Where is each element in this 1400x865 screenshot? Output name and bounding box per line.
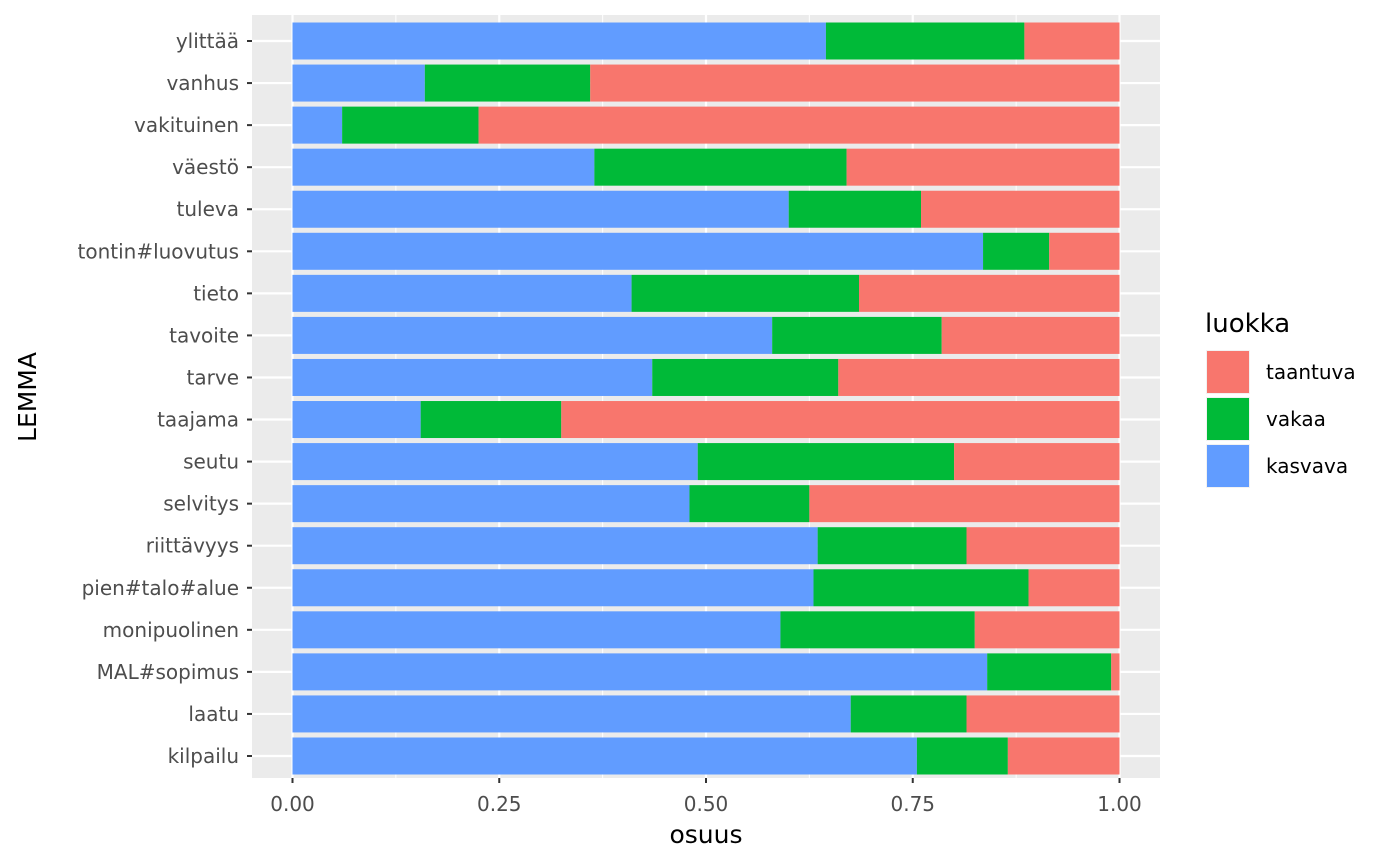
bar-kasvava [292,695,851,733]
bar-vakaa [689,485,810,523]
y-tick-label: selvitys [163,492,239,516]
bar-vakaa [342,106,479,144]
y-tick-label: vanhus [166,71,239,95]
bar-taantuva [966,695,1120,733]
bar-vakaa [631,274,859,312]
bar-vakaa [825,22,1025,60]
legend-swatch-kasvava [1207,445,1249,487]
x-axis: 0.00 0.25 0.50 0.75 1.00 [270,778,1142,816]
bars [292,22,1120,775]
bar-kasvava [292,274,632,312]
bar-taantuva [941,316,1120,354]
legend-label: taantuva [1266,360,1356,384]
bar-vakaa [788,190,922,228]
y-tick-label: vakituinen [134,113,239,137]
legend-swatch-taantuva [1207,351,1249,393]
bar-vakaa [817,527,967,565]
legend-swatch-vakaa [1207,398,1249,440]
bar-taantuva [809,485,1120,523]
bar-kasvava [292,653,988,691]
bar-vakaa [916,737,1008,775]
x-tick-label: 0.00 [270,792,315,816]
y-tick-label: tavoite [169,323,239,347]
x-axis-title: osuus [669,820,742,849]
y-tick-label: taajama [157,408,239,432]
legend-label: vakaa [1266,407,1326,431]
y-axis-title: LEMMA [13,352,42,442]
y-tick-label: MAL#sopimus [97,660,239,684]
y-tick-label: kilpailu [168,744,239,768]
bar-kasvava [292,358,653,396]
bar-taantuva [1024,22,1120,60]
bar-vakaa [772,316,942,354]
y-tick-label: tuleva [177,197,239,221]
y-tick-label: seutu [183,450,239,474]
bar-vakaa [420,401,562,439]
bar-taantuva [921,190,1120,228]
bar-kasvava [292,190,789,228]
bar-kasvava [292,527,818,565]
y-tick-label: väestö [172,155,239,179]
bar-taantuva [478,106,1120,144]
bar-vakaa [987,653,1112,691]
bar-taantuva [966,527,1120,565]
bar-vakaa [594,148,847,186]
bar-taantuva [561,401,1120,439]
bar-taantuva [858,274,1120,312]
bar-vakaa [424,64,591,102]
bar-kasvava [292,232,984,270]
bar-kasvava [292,611,781,649]
bar-kasvava [292,316,773,354]
bar-taantuva [1049,232,1120,270]
bar-taantuva [846,148,1120,186]
bar-kasvava [292,401,421,439]
y-tick-label: tieto [193,281,239,305]
bar-vakaa [780,611,975,649]
y-tick-label: monipuolinen [103,618,239,642]
y-tick-label: tarve [187,365,239,389]
legend-title: luokka [1205,309,1290,339]
x-tick-label: 0.75 [890,792,935,816]
bar-kasvava [292,148,595,186]
bar-taantuva [1007,737,1120,775]
y-tick-label: ylittää [176,29,239,53]
bar-vakaa [813,569,1029,607]
y-tick-label: riittävyys [146,534,239,558]
x-tick-label: 0.50 [684,792,729,816]
x-tick-label: 1.00 [1097,792,1142,816]
bar-taantuva [590,64,1120,102]
bar-vakaa [697,443,955,481]
bar-taantuva [838,358,1120,396]
legend-label: kasvava [1266,454,1348,478]
bar-kasvava [292,737,917,775]
bar-taantuva [974,611,1120,649]
bar-vakaa [983,232,1050,270]
y-axis: ylittää vanhus vakituinen väestö tuleva tonti… [77,29,252,768]
bar-taantuva [954,443,1120,481]
x-tick-label: 0.25 [477,792,522,816]
y-tick-label: tontin#luovutus [77,239,239,263]
bar-kasvava [292,106,343,144]
bar-kasvava [292,22,826,60]
bar-kasvava [292,443,698,481]
y-tick-label: pien#talo#alue [82,576,239,600]
bar-kasvava [292,569,814,607]
bar-taantuva [1111,653,1120,691]
bar-vakaa [652,358,839,396]
bar-taantuva [1028,569,1120,607]
y-tick-label: laatu [188,702,239,726]
bar-vakaa [850,695,967,733]
bar-kasvava [292,485,690,523]
bar-kasvava [292,64,425,102]
legend: luokka taantuva vakaa kasvava [1205,309,1356,488]
